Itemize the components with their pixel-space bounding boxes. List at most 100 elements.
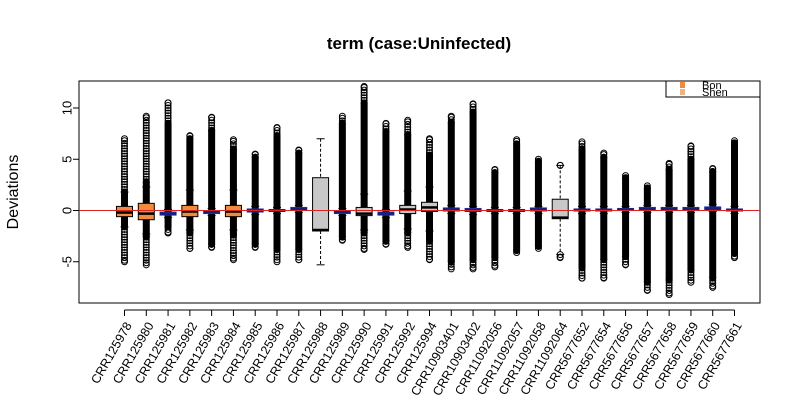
outlier-point [121,175,128,183]
outlier-point [491,169,499,177]
outlier-point [229,231,237,239]
outlier-point [469,108,477,116]
outlier-point [208,243,216,251]
outlier-point [142,246,150,254]
outlier-point [142,137,150,145]
outlier-point [404,234,412,242]
outlier-point [731,139,738,147]
outlier-point [709,164,717,172]
outlier-point [121,144,128,152]
outlier-point [142,170,150,178]
box-12 [355,82,373,253]
outlier-point [142,254,150,262]
outlier-point [142,241,150,249]
legend-box [665,80,761,98]
outlier-point [229,252,237,260]
outlier-point [469,100,477,108]
outlier-point [186,232,194,240]
outlier-point [273,248,281,256]
outlier-point [142,160,150,168]
box-2 [137,112,155,269]
outlier-point [578,138,586,146]
outlier-point [142,150,150,158]
outlier-point [142,112,150,120]
outlier-point [426,146,433,154]
outlier-point [600,266,608,274]
outlier-point [709,168,717,176]
outlier-point [295,253,303,261]
outlier-point [665,281,673,289]
outlier-point [731,137,738,145]
outlier-point [491,259,499,267]
outlier-point [534,244,542,252]
box-iqr [355,206,373,217]
outlier-point [469,265,477,273]
box-27 [682,142,700,286]
outlier-point [404,116,412,124]
outlier-point [643,283,651,291]
outlier-point [687,145,695,153]
outlier-point [229,249,237,257]
outlier-point [142,261,150,269]
outlier-point [404,131,412,139]
outlier-point [600,149,608,157]
outlier-point [121,238,128,246]
outlier-point [186,237,194,245]
outlier-point [426,248,433,255]
outlier-point [447,116,455,124]
outlier-point [426,242,433,250]
outlier-point [208,127,216,135]
outlier-point [687,276,695,284]
outlier-point [273,132,281,140]
outlier-point [142,238,150,246]
outlier-point [426,149,433,157]
outlier-point [121,137,128,145]
outlier-point [164,225,172,233]
box-iqr [312,177,330,232]
outlier-point [142,162,150,170]
box-17 [464,100,482,273]
outlier-point [404,229,412,237]
outlier-point [447,112,455,120]
outlier-point [121,168,128,176]
outlier-point [273,251,281,259]
outlier-point [382,240,390,248]
outlier-point [186,135,194,143]
outlier-point [186,242,194,250]
outlier-point [622,174,630,182]
outlier-point [121,246,128,254]
box-iqr [137,202,155,221]
outlier-point [229,256,237,264]
outlier-point [643,286,651,294]
outlier-point [121,231,128,239]
outlier-point [164,229,172,237]
outlier-point [295,149,303,157]
outlier-point [360,86,368,94]
outlier-point [121,162,128,170]
y-tick-label: 10 [60,101,75,115]
outlier-point [273,123,281,131]
outlier-point [186,234,194,242]
outlier-point [208,240,216,248]
outlier-point [578,269,586,277]
outlier-point [600,274,608,282]
outlier-point [142,249,150,257]
outlier-point [164,99,172,107]
outlier-point [229,136,237,144]
outlier-point [360,232,368,240]
box-25 [638,182,656,294]
legend-swatch-bon [680,82,685,88]
outlier-point [121,139,128,147]
outlier-point [208,116,216,124]
outlier-point [404,126,412,134]
outlier-point [338,236,346,244]
y-axis: -5 0 5 10 [60,101,80,268]
outlier-point [208,124,216,132]
outlier-point [121,155,128,163]
box-8 [268,123,286,266]
outlier-point [142,178,150,186]
outlier-point [643,184,651,192]
outlier-point [208,113,216,121]
box-15 [421,135,438,264]
outlier-point [229,244,237,252]
